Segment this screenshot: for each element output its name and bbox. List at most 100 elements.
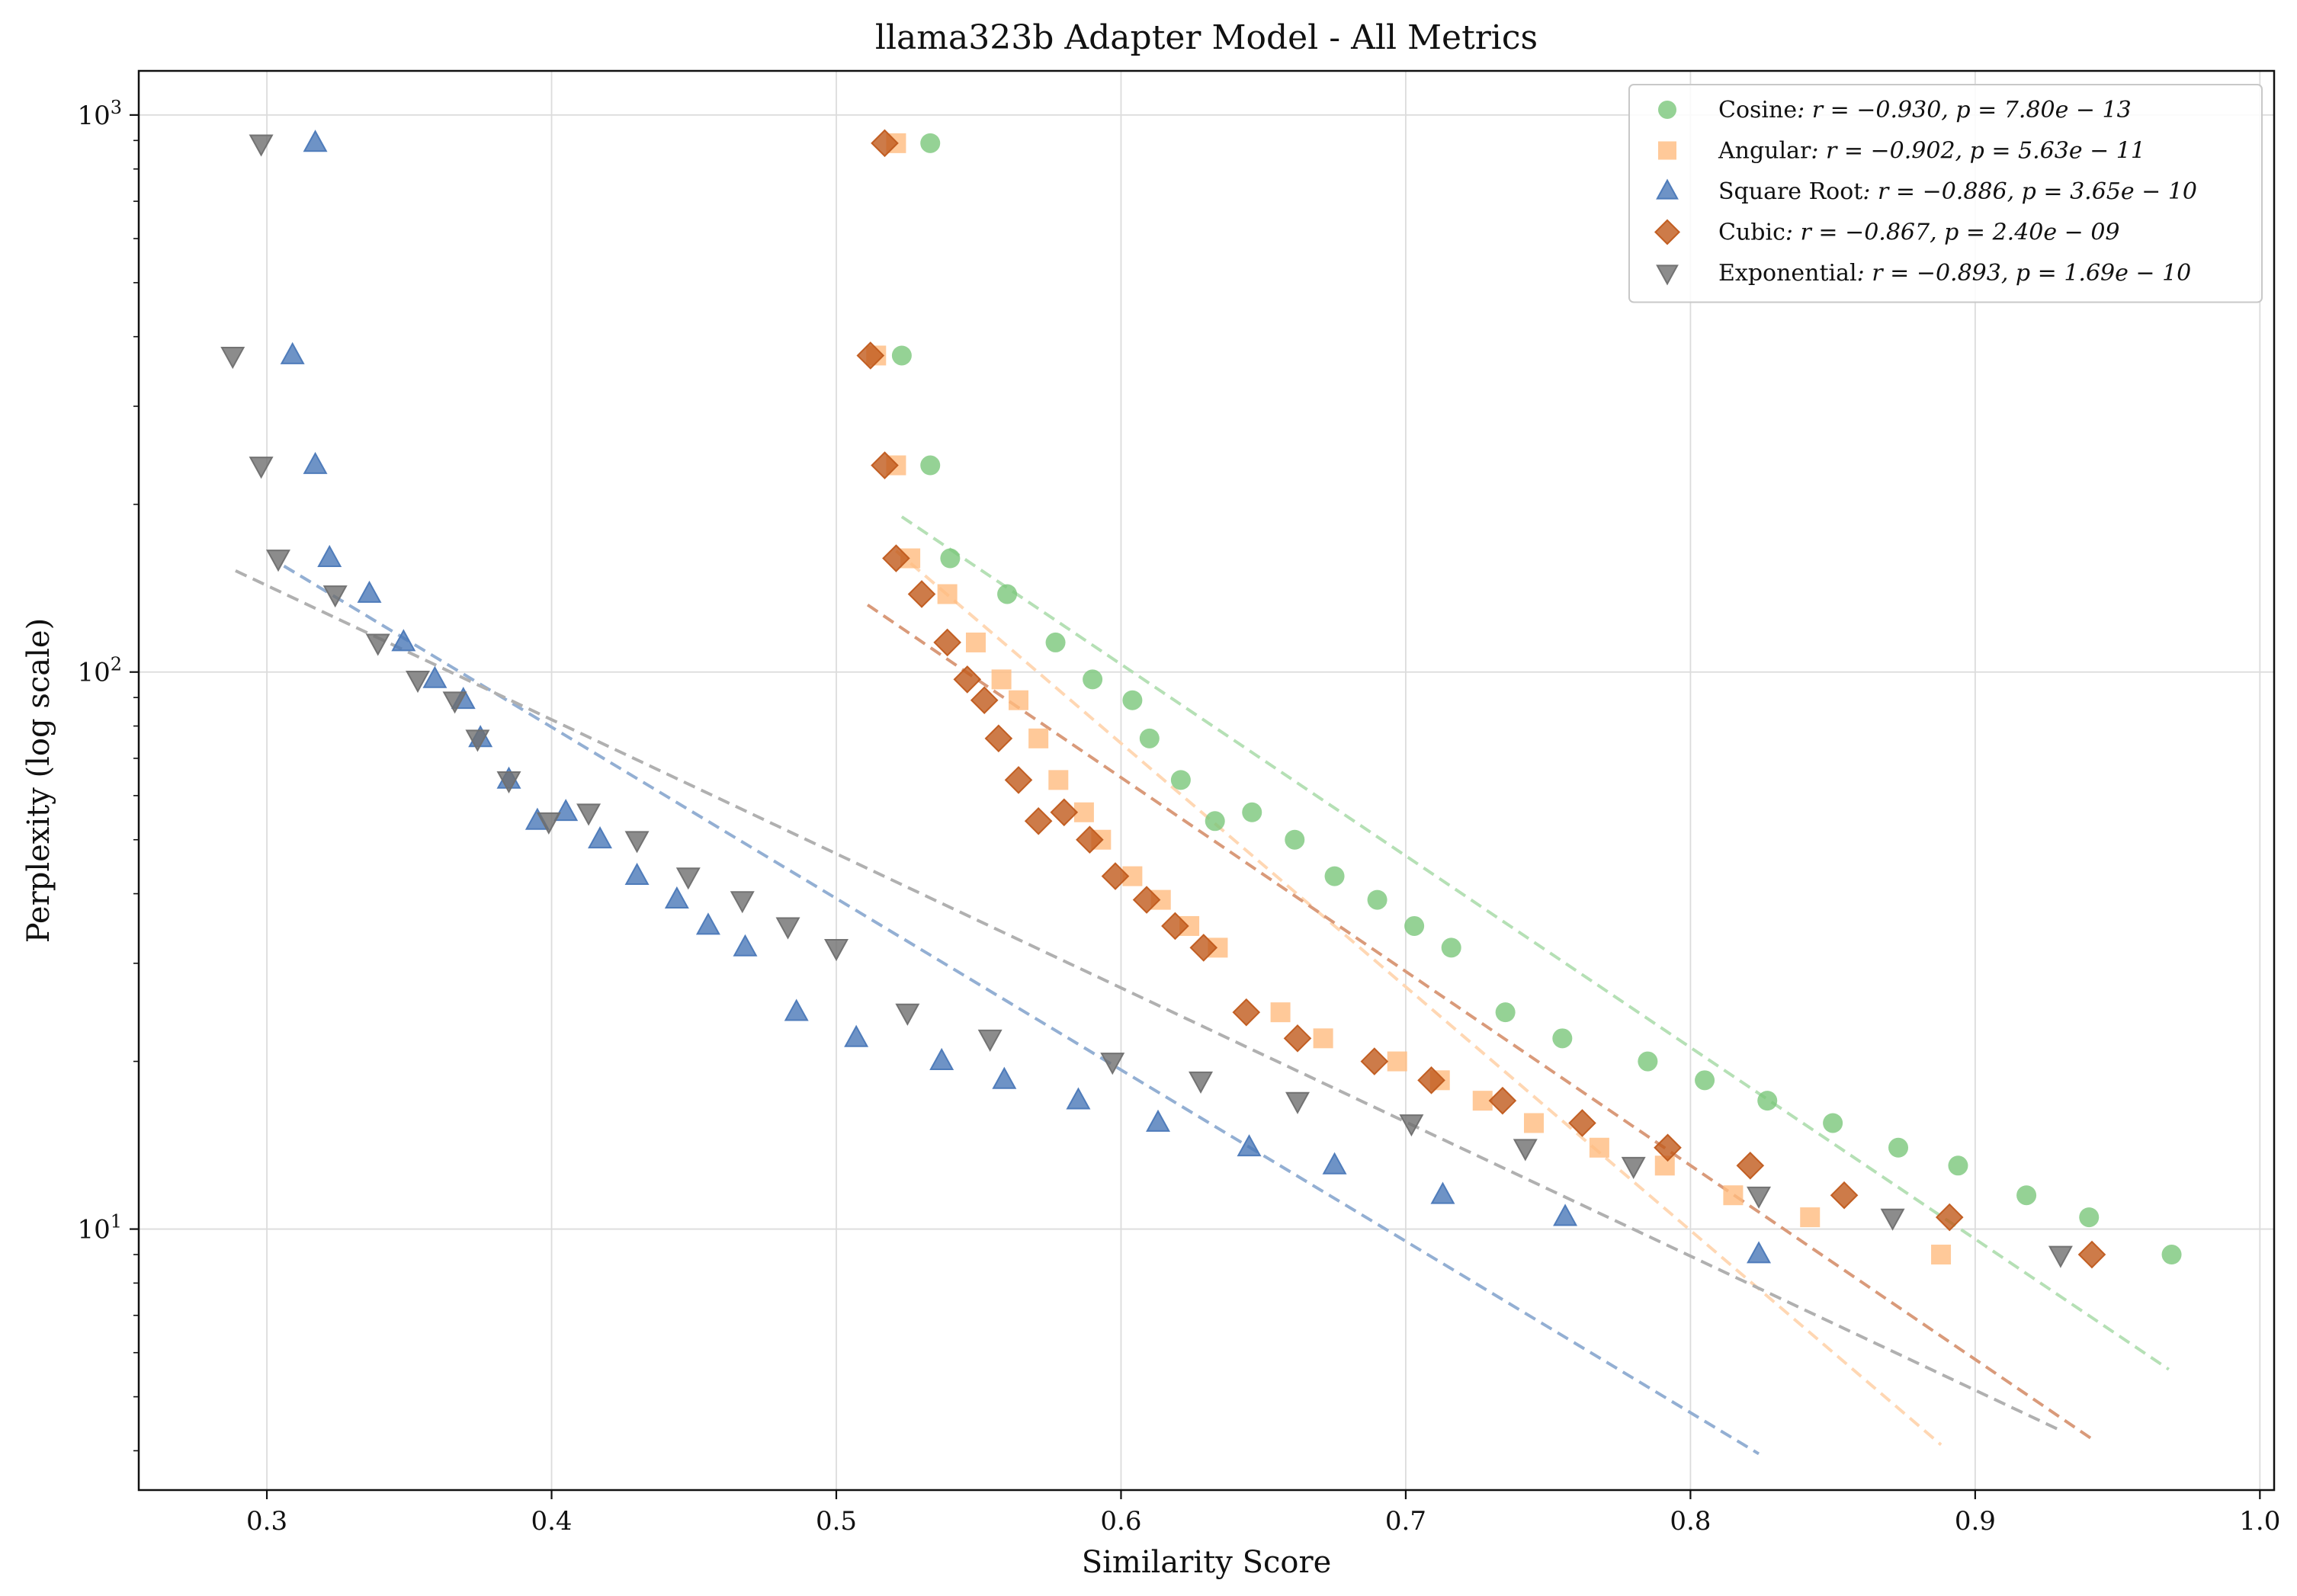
angular-point [991,669,1012,690]
chart-title: llama323b Adapter Model - All Metrics [875,18,1538,57]
cosine-point [1823,1113,1843,1133]
cubic-point [1360,1047,1389,1075]
square-root-point [303,130,328,152]
square-root-point [844,1024,869,1047]
cosine-point [2016,1185,2037,1206]
square-root-point [422,665,448,688]
square-root-trend-line [283,564,1760,1456]
x-tick-label: 0.6 [1100,1506,1141,1537]
legend-series-name: Exponential [1718,260,1857,287]
exponential-point [406,670,430,694]
cubic-point [1736,1151,1765,1180]
square-root-point [391,629,416,652]
angular-point [1270,1002,1291,1023]
square-root-point [317,544,342,567]
legend-series-name: Angular [1718,138,1811,165]
cosine-point [1552,1028,1573,1049]
legend-label-cosine: Cosine: r = −0.930, p = 7.80e − 13 [1718,97,2132,123]
y-tick-label: 102 [77,654,122,688]
legend-series-stats: : r = −0.893, p = 1.69e − 10 [1857,260,2192,287]
cubic-point [882,544,910,572]
x-tick-label: 1.0 [2239,1506,2280,1537]
exponential-point [730,891,755,914]
square-root-point [664,886,689,909]
legend-label-exponential: Exponential: r = −0.893, p = 1.69e − 10 [1718,260,2191,287]
exponential-point [322,585,348,608]
square-root-point [1066,1087,1091,1110]
legend-box [1628,84,2263,303]
square-root-point [784,998,809,1021]
cubic-point [2077,1240,2106,1269]
cosine-point [1122,690,1143,710]
grid-lines [139,71,2274,1490]
cosine-point [1242,802,1262,822]
legend-label-square-root: Square Root: r = −0.886, p = 3.65e − 10 [1718,178,2197,205]
square-root-point [929,1047,954,1070]
angular-point [937,584,958,604]
exponential-point [1747,1186,1772,1209]
legend-series-name: Cosine [1718,97,1797,123]
exponential-point [220,347,245,370]
angular-point [1723,1185,1744,1206]
fit-lines [235,515,2170,1456]
angular-point [965,632,986,652]
angular-point [1048,770,1069,790]
exponential-point [365,633,390,656]
exponential-point [824,938,849,962]
legend-label-angular: Angular: r = −0.902, p = 5.63e − 11 [1718,138,2145,165]
cubic-point [1189,934,1218,962]
cubic-point [1076,825,1104,854]
cubic-point [1024,806,1053,835]
legend-series-stats: : r = −0.930, p = 7.80e − 13 [1797,97,2132,123]
angular-point [1523,1113,1544,1133]
cosine-point [2161,1245,2182,1265]
exponential-series [220,134,2073,1268]
cosine-point [920,133,941,153]
cubic-point [953,665,982,694]
cubic-point [1132,886,1161,914]
x-tick-label: 0.9 [1955,1506,1996,1537]
exponential-point [249,457,274,479]
exponential-point [775,917,800,940]
square-root-point [280,341,305,364]
cubic-point [1004,766,1033,794]
cosine-point [1888,1137,1909,1158]
cosine-point [1948,1155,1968,1176]
legend-marker-exponential [1656,264,1679,286]
square-root-point [588,826,613,849]
angular-point [1313,1028,1333,1049]
cosine-point [997,584,1018,604]
exponential-point [442,691,467,714]
plot-area-frame [137,69,2276,1492]
cubic-point [1488,1086,1517,1115]
cosine-point [1638,1051,1658,1072]
y-axis-label: Perplexity (log scale) [21,618,56,943]
cubic-point [1935,1203,1964,1232]
exponential-point [249,134,274,157]
y-tick-label: 103 [77,97,122,131]
cubic-point [1050,798,1079,827]
cosine-point [1045,632,1066,652]
x-tick-label: 0.8 [1670,1506,1711,1537]
cosine-point [1170,770,1191,790]
square-root-point [1553,1203,1578,1226]
exponential-point [977,1029,1003,1052]
legend-label-cubic: Cubic: r = −0.867, p = 2.40e − 09 [1718,220,2120,246]
data-points [220,129,2182,1269]
square-root-point [624,862,650,886]
angular-point [1654,1155,1675,1176]
square-root-point [357,580,382,603]
x-tick-label: 0.7 [1385,1506,1426,1537]
legend-series-name: Square Root [1718,178,1862,205]
square-root-point [303,451,328,474]
exponential-point [1100,1053,1125,1075]
cubic-point [1417,1066,1445,1094]
exponential-point [675,867,701,890]
cubic-trend-line [866,603,2093,1441]
cubic-point [1654,1133,1682,1162]
square-root-series [280,130,1772,1264]
cubic-point [970,686,999,715]
cubic-point [871,451,899,479]
legend-marker-angular [1658,141,1676,160]
